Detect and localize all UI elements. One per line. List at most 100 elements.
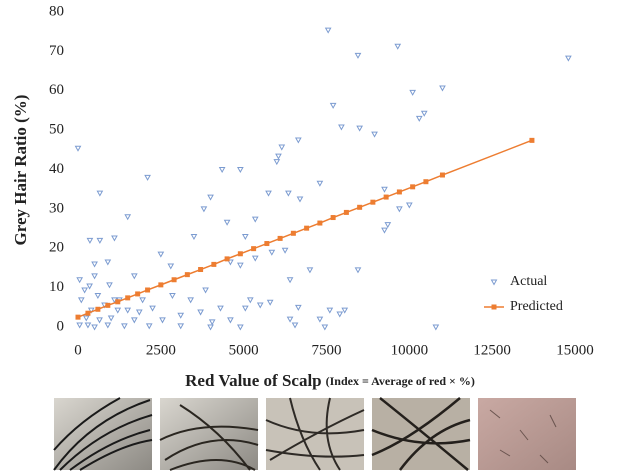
point: [307, 268, 312, 273]
point: [132, 318, 137, 323]
point: [331, 215, 336, 220]
point: [253, 256, 258, 261]
y-tick-label: 10: [49, 279, 64, 295]
point: [97, 238, 102, 243]
x-tick-label: 2500: [146, 342, 176, 358]
point: [433, 325, 438, 330]
point: [288, 317, 293, 322]
point: [208, 195, 213, 200]
x-tick-label: 12500: [473, 342, 511, 358]
point: [84, 316, 89, 321]
x-tick-label: 5000: [229, 342, 259, 358]
point: [268, 300, 273, 305]
point: [201, 207, 206, 212]
point: [137, 310, 142, 315]
point: [198, 267, 203, 272]
point: [382, 187, 387, 192]
point: [210, 320, 215, 325]
point: [107, 283, 112, 288]
point: [208, 325, 213, 330]
point: [344, 210, 349, 215]
point: [384, 195, 389, 200]
point: [79, 298, 84, 303]
point: [198, 310, 203, 315]
point: [253, 217, 258, 222]
point: [258, 303, 263, 308]
point: [92, 274, 97, 279]
point: [382, 228, 387, 233]
point: [76, 315, 81, 320]
point: [410, 90, 415, 95]
point: [317, 181, 322, 186]
point: [342, 308, 347, 313]
point: [440, 173, 445, 178]
point: [178, 324, 183, 329]
point: [115, 308, 120, 313]
point: [218, 306, 223, 311]
point: [109, 316, 114, 321]
point: [125, 295, 130, 300]
point: [248, 298, 253, 303]
point: [132, 274, 137, 279]
point: [326, 28, 331, 33]
point: [105, 303, 110, 308]
point: [160, 318, 165, 323]
point: [145, 287, 150, 292]
point: [278, 236, 283, 241]
point: [185, 272, 190, 277]
point: [97, 318, 102, 323]
point: [115, 299, 120, 304]
point: [279, 145, 284, 150]
point: [296, 138, 301, 143]
point: [355, 53, 360, 58]
legend-label: Actual: [510, 274, 547, 289]
point: [105, 323, 110, 328]
photo: [478, 398, 576, 470]
point: [225, 256, 230, 261]
point: [85, 311, 90, 316]
point: [274, 160, 279, 165]
point: [327, 308, 332, 313]
point: [95, 307, 100, 312]
x-tick-label: 10000: [391, 342, 429, 358]
chart: Grey Hair Ratio (%) Red Value of Scalp (…: [0, 0, 618, 474]
point: [296, 305, 301, 310]
point: [357, 205, 362, 210]
point: [225, 220, 230, 225]
point: [92, 325, 97, 330]
y-tick-label: 80: [49, 3, 64, 19]
point: [228, 318, 233, 323]
point: [357, 126, 362, 131]
point: [238, 168, 243, 173]
point: [170, 294, 175, 299]
y-tick-label: 0: [57, 318, 65, 334]
point: [264, 241, 269, 246]
point: [395, 44, 400, 49]
point: [385, 223, 390, 228]
point: [77, 278, 82, 283]
x-tick-label: 7500: [312, 342, 342, 358]
y-tick-label: 30: [49, 200, 64, 216]
legend-marker: [492, 305, 497, 310]
point: [77, 323, 82, 328]
point: [397, 207, 402, 212]
point: [243, 306, 248, 311]
point: [304, 226, 309, 231]
point: [337, 312, 342, 317]
point: [238, 263, 243, 268]
point: [529, 138, 534, 143]
legend-marker: [492, 280, 497, 285]
point: [158, 282, 163, 287]
point: [355, 268, 360, 273]
point: [331, 103, 336, 108]
point: [203, 288, 208, 293]
point: [286, 191, 291, 196]
y-tick-label: 60: [49, 82, 64, 98]
point: [220, 168, 225, 173]
point: [423, 179, 428, 184]
point: [283, 248, 288, 253]
point: [211, 262, 216, 267]
point: [97, 191, 102, 196]
x-axis-label: Red Value of Scalp: [185, 371, 322, 390]
point: [125, 308, 130, 313]
